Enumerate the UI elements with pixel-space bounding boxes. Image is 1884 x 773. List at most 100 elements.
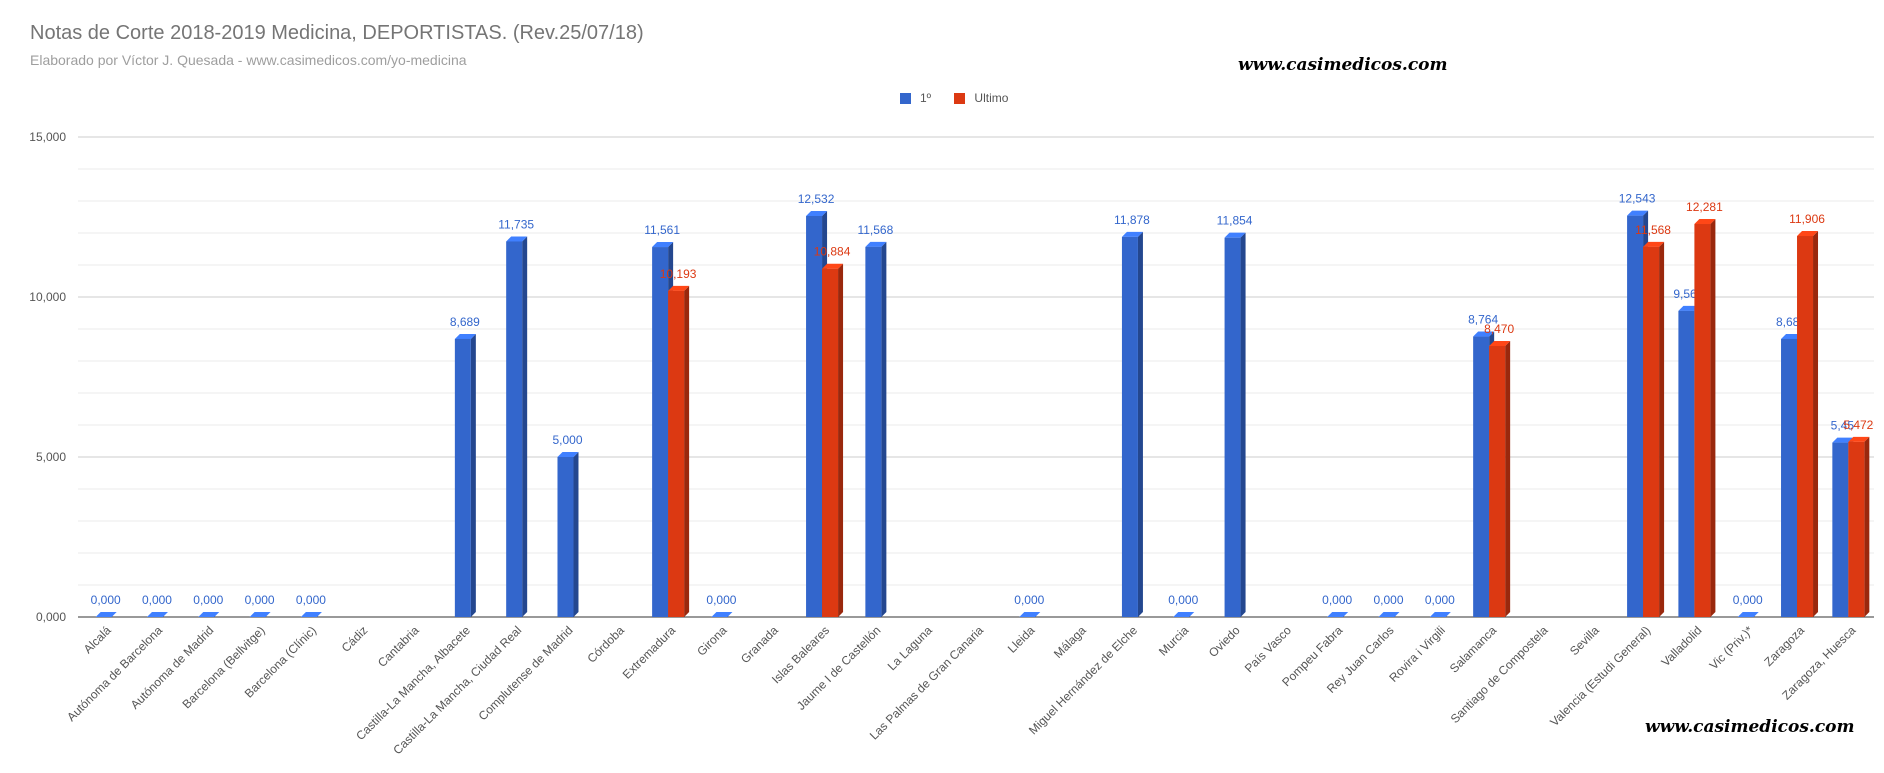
- x-tick-label: Sevilla: [1567, 623, 1602, 658]
- x-tick-label: Autónoma de Barcelona: [64, 623, 165, 724]
- bar-first: [454, 333, 476, 617]
- bar-last: [1643, 241, 1665, 617]
- bar-front: [1797, 236, 1814, 617]
- bar-first: [1429, 612, 1451, 617]
- bar-first: [1121, 231, 1143, 618]
- bar-first: [1019, 612, 1041, 617]
- bar-last: [1694, 219, 1716, 617]
- bar-top: [1429, 612, 1451, 617]
- bar-front: [454, 338, 471, 617]
- x-tick-label: Valladolid: [1658, 623, 1704, 669]
- bar-top: [1737, 612, 1759, 617]
- bar-top: [1781, 333, 1803, 339]
- bar-top: [1643, 241, 1665, 247]
- x-tick-label: Alcalá: [81, 623, 114, 656]
- x-tick-label: País Vasco: [1242, 623, 1294, 675]
- data-label: 11,561: [644, 223, 680, 237]
- bar-front: [1121, 236, 1138, 618]
- x-tick-label: Miguel Hernández de Elche: [1026, 623, 1140, 737]
- bar-front: [668, 290, 685, 617]
- bar-last: [1797, 231, 1819, 617]
- bar-top: [1694, 219, 1716, 225]
- data-label: 5,472: [1843, 418, 1873, 432]
- x-tick-label: Murcia: [1156, 623, 1192, 659]
- bar-first: [865, 241, 887, 617]
- bar-top: [146, 612, 168, 617]
- bar-front: [557, 457, 574, 617]
- bar-first: [711, 612, 733, 617]
- bar-top: [1224, 232, 1246, 238]
- bar-first: [300, 612, 322, 617]
- bar-top: [806, 210, 828, 216]
- bar-side: [1240, 232, 1246, 617]
- bar-top: [95, 612, 117, 617]
- bar-top: [865, 241, 887, 247]
- bar-top: [822, 263, 844, 269]
- data-label: 5,000: [552, 433, 582, 447]
- data-label: 0,000: [193, 593, 223, 607]
- data-label: 8,689: [450, 315, 480, 329]
- bar-top: [1832, 437, 1854, 443]
- bar-top: [1627, 210, 1649, 216]
- bar-first: [557, 452, 579, 617]
- bar-side: [684, 285, 690, 617]
- legend-label-first: 1º: [920, 91, 932, 105]
- bar-front: [1694, 224, 1711, 617]
- bar-front: [1781, 338, 1798, 617]
- y-tick-label: 5,000: [36, 450, 66, 464]
- bar-top: [454, 333, 476, 339]
- bar-side: [470, 333, 476, 617]
- legend-swatch-last: [954, 92, 966, 104]
- bar-side: [1505, 340, 1511, 617]
- data-label: 10,193: [660, 267, 697, 281]
- bar-front: [652, 247, 669, 617]
- bar-top: [557, 452, 579, 457]
- bar-first: [1173, 612, 1195, 617]
- data-label: 0,000: [296, 593, 326, 607]
- x-tick-label: Lleida: [1005, 623, 1038, 656]
- data-label: 11,735: [498, 217, 534, 231]
- bar-first: [506, 236, 528, 618]
- x-tick-label: Santiago de Compostela: [1448, 623, 1551, 726]
- watermark-top: www.casimedicos.com: [1238, 55, 1448, 75]
- bar-top: [1489, 340, 1511, 346]
- bar-top: [652, 242, 674, 248]
- bar-top: [198, 612, 220, 617]
- bar-front: [822, 268, 839, 617]
- bar-last: [668, 285, 690, 617]
- bar-top: [249, 612, 271, 617]
- bar-side: [1864, 436, 1870, 617]
- bar-first: [1327, 612, 1349, 617]
- bar-top: [1121, 231, 1143, 237]
- data-label: 11,854: [1217, 214, 1253, 228]
- y-tick-label: 10,000: [29, 290, 66, 304]
- bar-front: [1678, 310, 1695, 617]
- bar-front: [1643, 246, 1660, 617]
- bar-top: [1019, 612, 1041, 617]
- bar-front: [1627, 215, 1644, 617]
- x-tick-label: Córdoba: [584, 623, 627, 666]
- x-tick-label: Oviedo: [1206, 623, 1243, 660]
- data-label: 0,000: [1425, 593, 1455, 607]
- bar-top: [506, 236, 528, 242]
- bar-front: [1489, 345, 1506, 617]
- bar-top: [1848, 436, 1870, 442]
- y-tick-label: 15,000: [29, 130, 66, 144]
- legend-label-last: Ultimo: [974, 91, 1009, 105]
- legend-item-last: Ultimo: [954, 91, 1008, 105]
- bar-side: [573, 452, 579, 617]
- bar-top: [1327, 612, 1349, 617]
- bar-front: [1848, 441, 1865, 617]
- x-tick-label: Complutense de Madrid: [476, 623, 576, 723]
- data-label: 12,281: [1686, 200, 1723, 214]
- data-label: 12,532: [798, 192, 835, 206]
- x-tick-label: Cantabria: [375, 623, 422, 670]
- data-label: 0,000: [91, 593, 121, 607]
- bar-front: [506, 241, 523, 618]
- data-label: 0,000: [1322, 593, 1352, 607]
- bar-side: [522, 236, 528, 618]
- x-tick-label: Girona: [694, 623, 730, 659]
- chart-subtitle: Elaborado por Víctor J. Quesada - www.ca…: [30, 52, 467, 68]
- bar-side: [881, 241, 887, 617]
